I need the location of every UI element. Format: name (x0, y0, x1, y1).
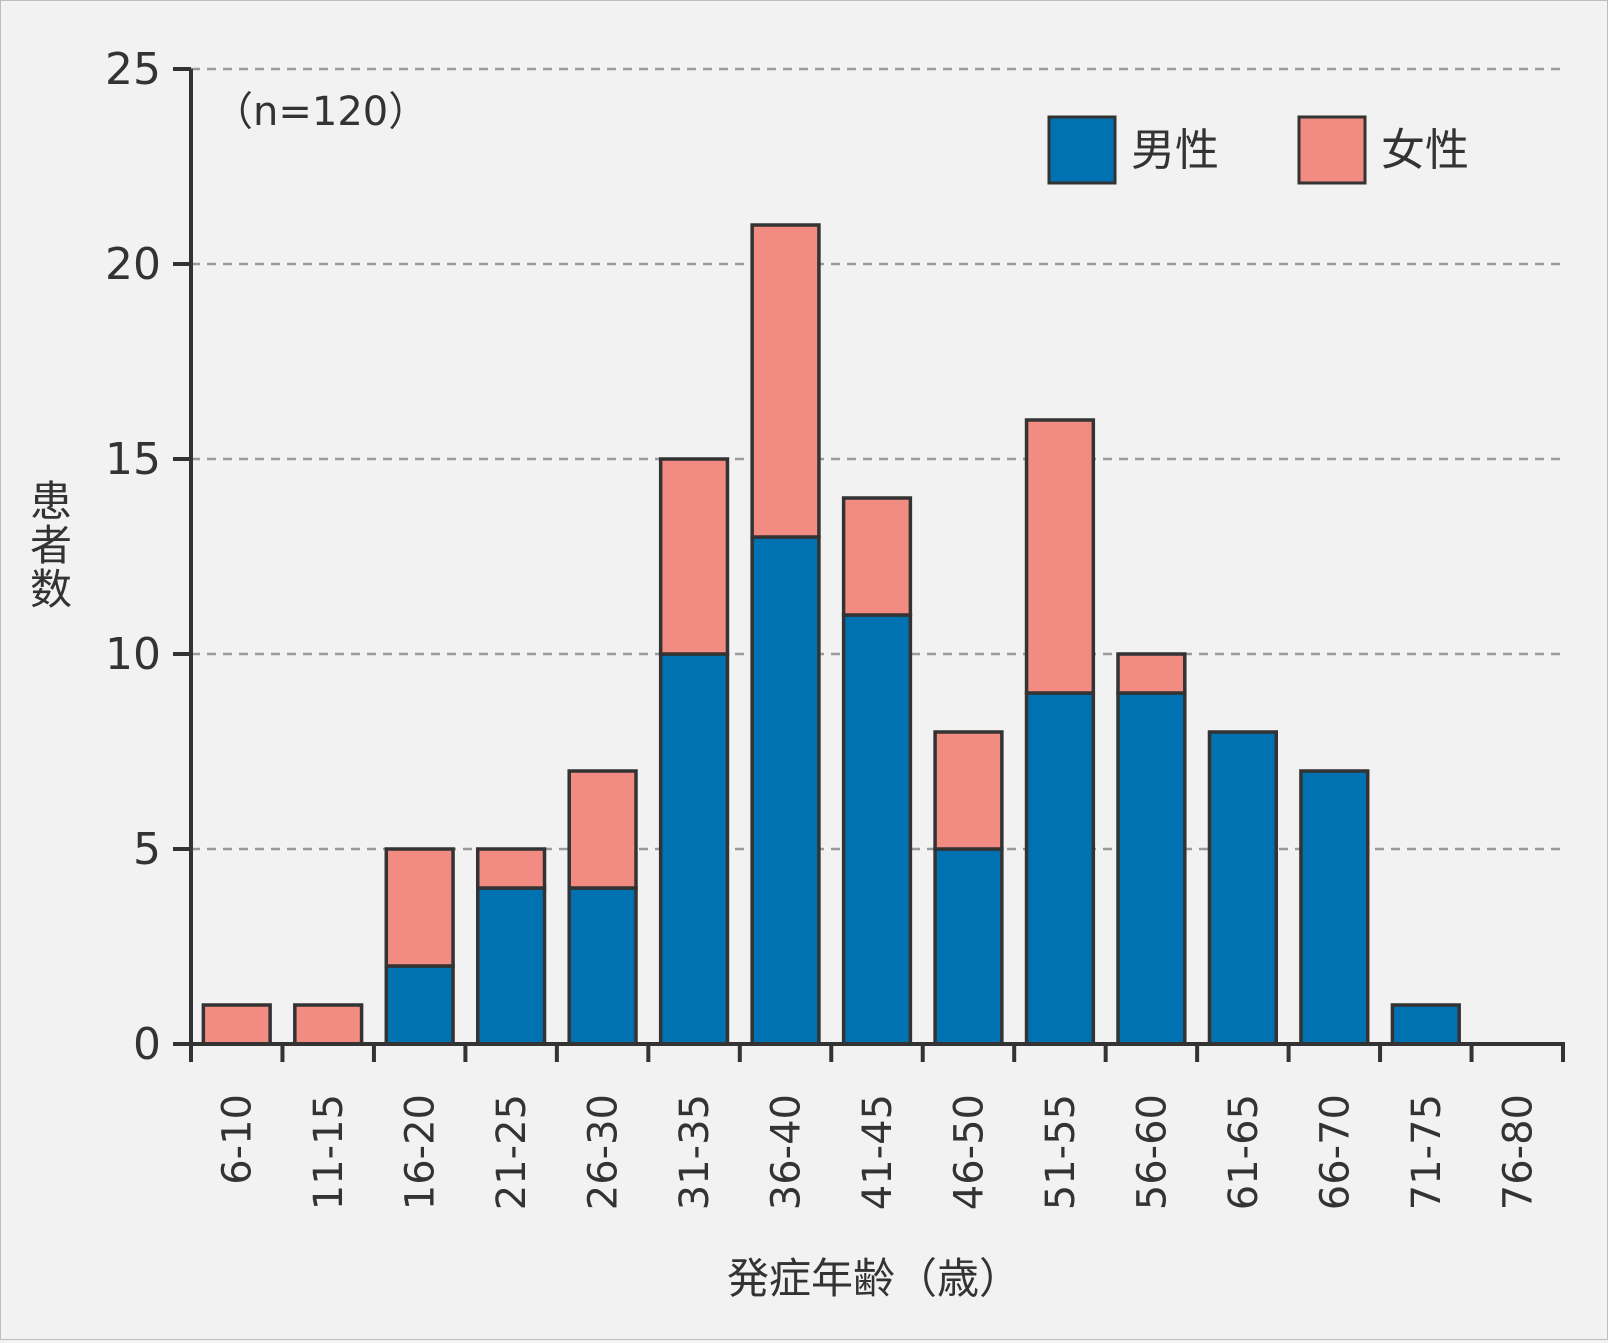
bar-segment-male (933, 847, 1004, 1046)
bar-segment-female (1116, 652, 1187, 695)
x-tick-label: 26-30 (581, 1094, 627, 1210)
bars (201, 223, 1461, 1046)
y-tick-label: 25 (105, 44, 161, 95)
x-tick-label: 41-45 (855, 1094, 901, 1210)
bar-segment-male (475, 886, 547, 1046)
axes (173, 67, 1565, 1062)
bar-segment-female (841, 496, 913, 617)
x-tick-label: 76-80 (1495, 1094, 1541, 1210)
bar-segment-female (201, 1003, 272, 1046)
bar-segment-male (1024, 691, 1096, 1046)
bar-segment-male (1207, 730, 1279, 1046)
x-tick-label: 31-35 (672, 1094, 718, 1210)
y-tick-label: 20 (105, 239, 161, 290)
y-tick-label: 15 (105, 434, 161, 485)
bar-segment-male (384, 964, 455, 1046)
x-tick-label: 66-70 (1312, 1094, 1358, 1210)
legend-swatch-male (1047, 115, 1117, 185)
legend-label-female: 女性 (1381, 125, 1469, 176)
x-tick-label: 51-55 (1038, 1094, 1084, 1210)
bar-segment-female (475, 847, 547, 890)
x-axis-title: 発症年齢（歳） (727, 1254, 1021, 1303)
bar-segment-female (293, 1003, 364, 1046)
x-tick-label: 36-40 (764, 1094, 810, 1210)
sample-size-annotation: （n=120） (213, 89, 428, 135)
x-tick-label: 6-10 (215, 1094, 261, 1185)
x-tick-label: 46-50 (946, 1094, 992, 1210)
x-tick-label: 71-75 (1404, 1094, 1450, 1210)
bar-segment-female (750, 223, 821, 539)
x-tick-label: 16-20 (398, 1094, 444, 1210)
bar-segment-male (750, 535, 821, 1046)
bar-segment-male (658, 652, 730, 1046)
y-axis-title: 患者数 (30, 477, 72, 614)
bar-segment-female (567, 769, 638, 890)
bar-segment-male (1390, 1003, 1461, 1046)
legend-swatch-female (1297, 115, 1367, 185)
tick-labels: 0 5 10 15 20 25 6-10 11-15 16-20 21-25 26-30 31-35 3… (105, 44, 1541, 1210)
x-tick-label: 61-65 (1221, 1094, 1267, 1210)
bar-segment-male (1116, 691, 1187, 1046)
y-tick-label: 10 (105, 629, 161, 680)
x-tick-label: 11-15 (306, 1094, 352, 1210)
legend-label-male: 男性 (1131, 125, 1219, 176)
bar-segment-female (658, 457, 730, 656)
legend: 男性 女性 (1047, 115, 1469, 185)
bar-segment-female (384, 847, 455, 968)
x-tick-label: 56-60 (1129, 1094, 1175, 1210)
bar-segment-female (933, 730, 1004, 851)
bar-segment-female (1024, 418, 1096, 695)
bar-segment-male (567, 886, 638, 1046)
y-tick-label: 5 (133, 824, 161, 875)
x-tick-label: 21-25 (489, 1094, 535, 1210)
y-tick-label: 0 (133, 1019, 161, 1070)
bar-segment-male (1299, 769, 1370, 1046)
bar-segment-male (841, 613, 913, 1046)
